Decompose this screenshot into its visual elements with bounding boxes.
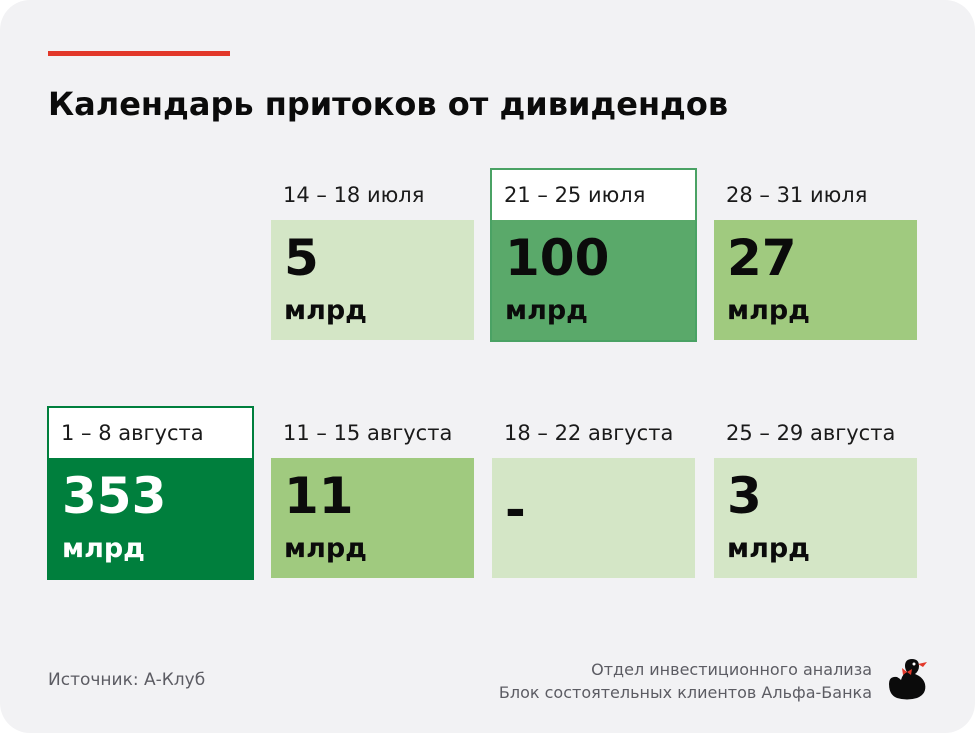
week-value: 11	[284, 467, 354, 525]
week-date: 18 – 22 августа	[504, 421, 674, 445]
week-date: 14 – 18 июля	[283, 183, 425, 207]
week-date: 21 – 25 июля	[492, 170, 695, 220]
week-value: -	[505, 481, 526, 539]
week-value-box: 5 млрд	[271, 220, 474, 340]
department-line: Отдел инвестиционного анализа	[591, 660, 872, 679]
week-unit: млрд	[727, 295, 810, 326]
week-date: 25 – 29 августа	[726, 421, 896, 445]
week-value-box: 3 млрд	[714, 458, 917, 578]
week-date: 28 – 31 июля	[726, 183, 868, 207]
week-unit: млрд	[505, 295, 588, 326]
week-unit: млрд	[62, 533, 145, 564]
source-note: Источник: А-Клуб	[48, 670, 206, 690]
week-value-box: 353 млрд	[49, 458, 252, 578]
duck-logo-icon	[889, 659, 927, 700]
week-value: 3	[727, 467, 762, 525]
week-unit: млрд	[284, 295, 367, 326]
accent-line	[48, 51, 230, 56]
week-unit: млрд	[727, 533, 810, 564]
week-value-box: 11 млрд	[271, 458, 474, 578]
department-credit: Отдел инвестиционного анализа Блок состо…	[499, 658, 872, 704]
department-line: Блок состоятельных клиентов Альфа-Банка	[498, 683, 872, 702]
week-unit: млрд	[284, 533, 367, 564]
page-title: Календарь притоков от дивидендов	[48, 85, 729, 123]
week-value-box: -	[492, 458, 695, 578]
week-value: 100	[505, 229, 610, 287]
week-value: 5	[284, 229, 319, 287]
week-value: 353	[62, 467, 167, 525]
week-date: 11 – 15 августа	[283, 421, 453, 445]
week-value-box: 100 млрд	[492, 220, 695, 340]
week-date: 1 – 8 августа	[49, 408, 252, 458]
week-value: 27	[727, 229, 797, 287]
week-value-box: 27 млрд	[714, 220, 917, 340]
